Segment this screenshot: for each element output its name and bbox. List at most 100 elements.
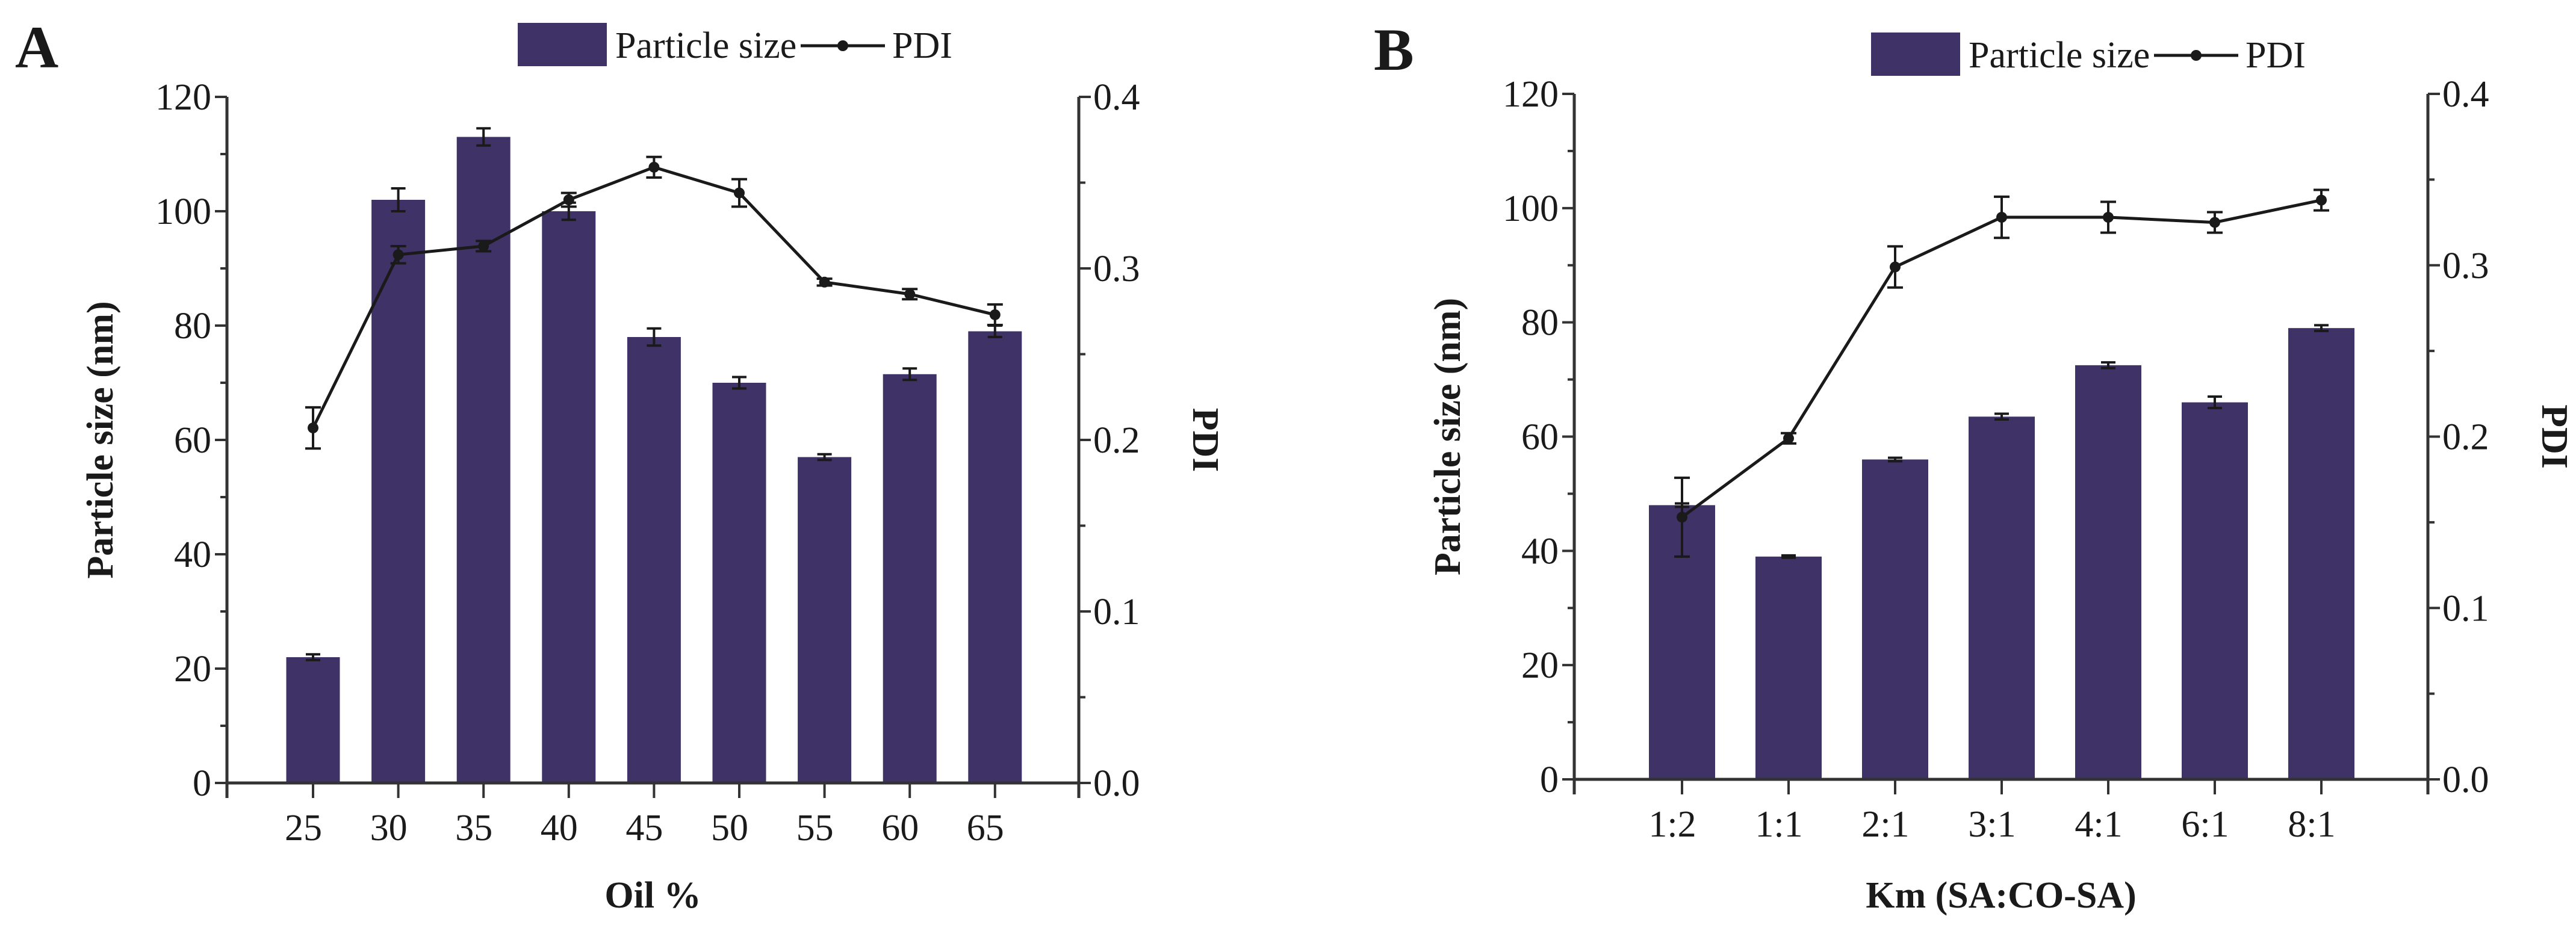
- x-tick-label: 60: [881, 808, 919, 849]
- y-tick-label: 80: [174, 306, 211, 347]
- y-tick-label: 120: [1503, 74, 1559, 115]
- y-tick-label: 20: [174, 649, 211, 690]
- y2-tick-label: 0.3: [2442, 246, 2489, 286]
- panel-label: A: [15, 14, 58, 81]
- bar-3:1: [1969, 416, 2035, 779]
- x-tick-label: 1:1: [1755, 804, 1802, 845]
- pdi-point-6:1: [2209, 217, 2220, 228]
- y-tick-label: 60: [174, 420, 211, 461]
- bar-35: [456, 137, 511, 783]
- y-tick-label: 120: [155, 77, 211, 118]
- pdi-point-25: [308, 422, 318, 434]
- legend: Particle size PDI: [518, 23, 952, 66]
- y2-tick-label: 0.3: [1093, 249, 1140, 289]
- y-tick-label: 40: [1521, 531, 1559, 572]
- y2-tick-label: 0.1: [2442, 588, 2489, 629]
- y-tick-label: 0: [193, 763, 211, 804]
- bar-error-bar: [1888, 456, 1902, 463]
- pdi-point-65: [989, 309, 1001, 320]
- legend-bar-swatch: [1871, 32, 1960, 76]
- pdi-point-1:2: [1677, 512, 1687, 523]
- x-tick-label: 55: [796, 808, 834, 849]
- legend-line-marker: [837, 40, 848, 51]
- bar-error-bar: [732, 376, 746, 390]
- legend: Particle size PDI: [1871, 32, 2306, 76]
- bar-50: [712, 383, 766, 783]
- x-tick-label: 35: [455, 808, 492, 849]
- y2-tick-label: 0.1: [1093, 592, 1140, 633]
- y-axis-title: Particle size (nm): [80, 301, 121, 578]
- pdi-point-60: [904, 288, 916, 300]
- pdi-point-30: [393, 249, 404, 261]
- x-tick-label: 3:1: [1968, 804, 2016, 845]
- y2-axis-title: PDI: [2534, 404, 2575, 469]
- panel-label: B: [1374, 16, 1414, 83]
- bar-55: [798, 457, 852, 783]
- y2-tick-label: 0.4: [1093, 77, 1140, 118]
- legend-bar-label: Particle size: [1969, 35, 2150, 76]
- panel-b: B 0 20 40 60 80 100 120 0.0 0.1 0.2 0.3 0.4 1:2 1:1 2:1…: [1374, 16, 2575, 916]
- pdi-point-3:1: [1996, 212, 2007, 223]
- bar-65: [968, 331, 1022, 783]
- y2-tick-label: 0.2: [1093, 420, 1140, 461]
- pdi-point-45: [648, 161, 660, 173]
- bar-error-bar: [2314, 324, 2329, 332]
- bar-60: [883, 374, 937, 783]
- y-tick-label: 60: [1521, 417, 1559, 458]
- x-tick-label: 8:1: [2288, 804, 2335, 845]
- bar-error-bar: [306, 653, 320, 661]
- bar-45: [627, 337, 681, 783]
- x-axis-title: Km (SA:CO-SA): [1866, 875, 2136, 916]
- pdi-point-55: [819, 276, 830, 288]
- legend-bar-label: Particle size: [615, 25, 796, 66]
- pdi-point-8:1: [2316, 194, 2327, 206]
- y2-tick-label: 0.2: [2442, 417, 2489, 458]
- y-tick-label: 100: [1503, 188, 1559, 229]
- legend-line-label: PDI: [2245, 35, 2306, 76]
- pdi-point-4:1: [2103, 212, 2114, 223]
- bar-error-bar: [476, 127, 491, 147]
- y-axis-title: Particle size (nm): [1427, 298, 1468, 575]
- bar-8:1: [2288, 328, 2354, 779]
- y2-tick-label: 0.4: [2442, 74, 2489, 115]
- x-tick-label: 4:1: [2075, 804, 2122, 845]
- y-tick-label: 20: [1521, 645, 1559, 686]
- bar-40: [542, 211, 596, 783]
- pdi-point-40: [563, 194, 574, 205]
- x-tick-label: 25: [285, 808, 322, 849]
- x-axis-title: Oil %: [604, 875, 701, 916]
- y-tick-label: 0: [1540, 759, 1559, 800]
- pdi-point-1:1: [1783, 433, 1794, 444]
- x-tick-label: 40: [541, 808, 578, 849]
- legend-bar-swatch: [518, 23, 607, 66]
- x-tick-label: 65: [967, 808, 1004, 849]
- bar-error-bar: [647, 327, 662, 347]
- bar-error-bar: [1781, 554, 1796, 559]
- bar-error-bar: [902, 367, 917, 382]
- x-tick-label: 1:2: [1648, 804, 1696, 845]
- bar-error-bar: [391, 187, 406, 212]
- bar-error-bar: [2208, 395, 2222, 410]
- bar-error-bar: [1994, 412, 2009, 421]
- y-tick-label: 80: [1521, 303, 1559, 344]
- bar-30: [371, 200, 426, 783]
- y2-tick-label: 0.0: [1093, 763, 1140, 804]
- bar-25: [286, 657, 340, 783]
- x-tick-label: 6:1: [2181, 804, 2229, 845]
- bar-4:1: [2075, 365, 2141, 779]
- bar-error-bar: [817, 453, 832, 462]
- pdi-point-35: [478, 240, 489, 252]
- pdi-point-2:1: [1890, 261, 1901, 273]
- x-tick-label: 45: [625, 808, 663, 849]
- bar-1:1: [1755, 556, 1822, 779]
- bar-6:1: [2182, 402, 2248, 779]
- y2-tick-label: 0.0: [2442, 759, 2489, 800]
- x-tick-label: 50: [711, 808, 748, 849]
- legend-line-label: PDI: [892, 25, 952, 66]
- x-tick-label: 30: [370, 808, 408, 849]
- y2-axis-title: PDI: [1185, 408, 1226, 472]
- bar-error-bar: [2101, 361, 2115, 370]
- bar-2:1: [1862, 459, 1928, 779]
- pdi-point-50: [734, 187, 745, 199]
